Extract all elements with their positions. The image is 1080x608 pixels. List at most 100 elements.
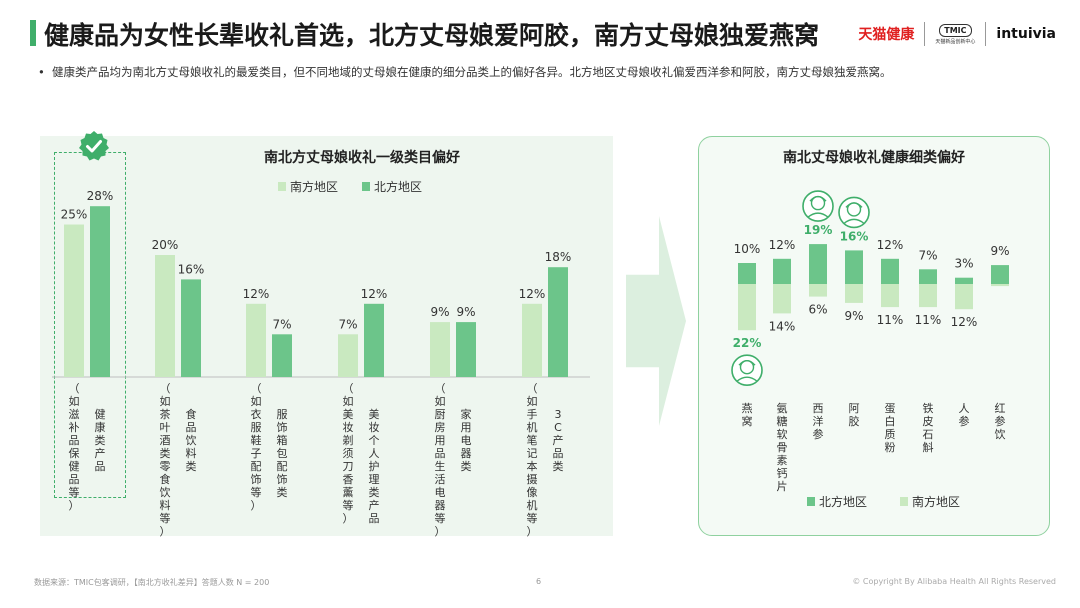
category-label: 家用电器类 (461, 407, 472, 473)
bar-value-label: 25% (61, 208, 88, 222)
right-category-label: 蛋白质粉 (885, 402, 896, 454)
right-legend-swatch-south (900, 497, 908, 506)
woman-avatar-icon (838, 196, 870, 229)
intuivia-logo: intuivia (996, 26, 1056, 42)
data-source-note: 数据来源：TMIC包客调研，【南北方收礼差异】答题人数 N = 200 (34, 578, 270, 587)
bar-value-label: 12% (243, 287, 270, 301)
bar-north-2 (272, 334, 292, 377)
bar-north-0 (738, 263, 756, 284)
north-value-label: 3% (954, 257, 973, 271)
woman-avatar-icon-outline (731, 354, 763, 387)
right-category-label: 西洋参 (813, 402, 824, 441)
bar-value-label: 18% (545, 250, 572, 264)
bar-value-label: 12% (519, 287, 546, 301)
copyright-note: © Copyright By Alibaba Health All Rights… (852, 577, 1056, 586)
woman-avatar-icon (802, 190, 834, 222)
page-title: 健康品为女性长辈收礼首选，北方丈母娘爱阿胶，南方丈母娘独爱燕窝 (44, 21, 820, 50)
right-chart-title: 南北丈母娘收礼健康细类偏好 (783, 149, 965, 166)
bar-north-1 (181, 279, 201, 377)
south-value-label: 14% (769, 319, 796, 333)
bar-south-0 (64, 224, 84, 377)
bar-value-label: 7% (272, 317, 291, 331)
south-value-label: 11% (877, 313, 904, 327)
bar-south-5 (919, 284, 937, 308)
logo-divider (985, 22, 987, 46)
bar-south-5 (522, 303, 542, 377)
north-value-label: 9% (990, 244, 1009, 258)
woman-avatar-icon-outline (838, 196, 870, 229)
right-category-label: 铁皮石斛 (923, 402, 934, 454)
bar-south-3 (845, 284, 863, 303)
woman-avatar-icon-hair (809, 195, 827, 202)
bar-value-label: 16% (178, 262, 205, 276)
south-value-label: 9% (844, 309, 863, 323)
woman-avatar-icon-shoulders (807, 212, 829, 218)
north-value-label: 12% (769, 238, 796, 252)
page-number: 6 (536, 577, 542, 586)
bar-north-6 (955, 277, 973, 284)
north-value-label: 19% (804, 223, 833, 237)
bar-north-4 (881, 258, 899, 284)
legend-label-north: 北方地区 (374, 179, 422, 194)
tmic-logo-text: TMIC (939, 23, 972, 37)
tmic-logo: TMIC 天猫新品创新中心 (935, 23, 976, 45)
bar-value-label: 28% (87, 189, 114, 203)
left-chart-title: 南北方丈母娘收礼一级类目偏好 (264, 149, 460, 166)
woman-avatar-icon (731, 354, 763, 387)
bar-value-label: 7% (338, 317, 357, 331)
bar-value-label: 12% (361, 287, 388, 301)
woman-avatar-icon-outline (802, 190, 834, 222)
bar-south-7 (991, 284, 1009, 287)
bar-north-5 (548, 267, 568, 377)
right-legend-label-south: 南方地区 (912, 494, 960, 509)
woman-avatar-icon-shoulders (736, 376, 758, 382)
south-value-label: 22% (733, 336, 762, 350)
right-category-label: 人参 (959, 402, 970, 428)
bar-south-3 (338, 334, 358, 377)
legend-swatch-south (278, 182, 286, 191)
checkmark-badge-icon (79, 131, 109, 161)
south-value-label: 11% (915, 313, 942, 327)
bar-south-4 (430, 322, 450, 377)
woman-avatar-icon-shoulders (843, 218, 865, 224)
bar-south-4 (881, 284, 899, 308)
bar-north-0 (90, 206, 110, 377)
category-sublabel: （如衣服鞋子配饰等） (251, 382, 262, 512)
right-category-label: 红参饮 (995, 402, 1006, 441)
bar-south-6 (955, 284, 973, 310)
category-sublabel: （如滋补品保健品等） (69, 382, 80, 512)
right-category-label: 阿胶 (849, 402, 860, 428)
right-category-label: 氨糖软骨素钙片 (777, 402, 788, 493)
bar-value-label: 9% (456, 305, 475, 319)
bar-value-label: 20% (152, 238, 179, 252)
bar-south-0 (738, 284, 756, 331)
bar-south-2 (246, 303, 266, 377)
right-chart-panel (698, 136, 1050, 536)
bar-south-1 (155, 255, 175, 377)
logo-divider (924, 22, 926, 46)
category-sublabel: （如美妆剃须刀香薰等） (343, 382, 354, 525)
title-accent-bar (30, 20, 36, 46)
summary-bullet: • 健康类产品均为南北方丈母娘收礼的最爱类目，但不同地域的丈母娘在健康的细分品类… (38, 64, 1002, 80)
north-value-label: 12% (877, 238, 904, 252)
north-value-label: 10% (734, 242, 761, 256)
bar-south-1 (773, 284, 791, 314)
bar-north-3 (845, 250, 863, 284)
summary-text: 健康类产品均为南北方丈母娘收礼的最爱类目，但不同地域的丈母娘在健康的细分品类上的… (52, 65, 892, 79)
category-label: 服饰箱包配饰类 (277, 408, 288, 499)
category-sublabel: （如手机笔记本摄像机等） (527, 382, 538, 538)
bar-north-3 (364, 303, 384, 377)
bullet-dot: • (38, 65, 45, 79)
logo-group: 天猫健康 TMIC 天猫新品创新中心 intuivia (858, 20, 1056, 48)
bar-north-2 (809, 244, 827, 284)
bar-south-2 (809, 284, 827, 297)
bar-north-5 (919, 269, 937, 284)
north-value-label: 16% (840, 229, 869, 243)
category-label: 美妆个人护理类产品 (369, 408, 380, 525)
bar-value-label: 9% (430, 305, 449, 319)
north-value-label: 7% (918, 248, 937, 262)
tmic-logo-subtext: 天猫新品创新中心 (935, 38, 976, 45)
bar-north-1 (773, 258, 791, 284)
category-label: 食品饮料类 (186, 407, 197, 473)
